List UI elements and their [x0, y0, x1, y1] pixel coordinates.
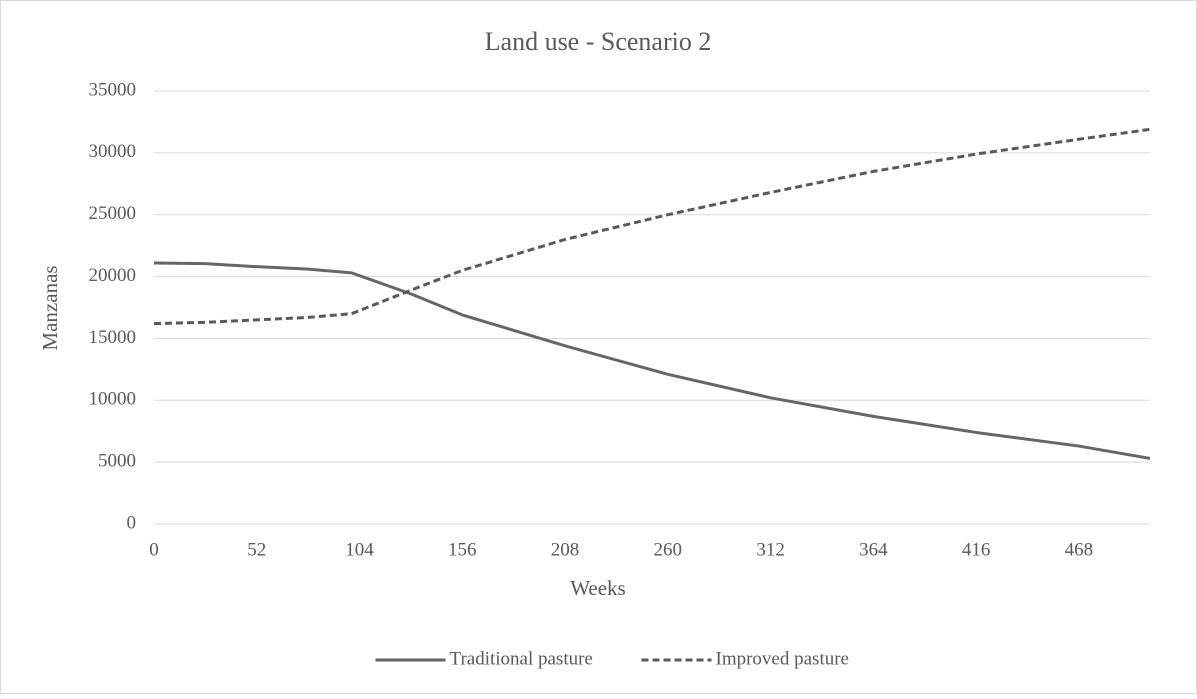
legend-label: Improved pasture: [716, 648, 849, 669]
y-tick-label: 5000: [98, 451, 136, 472]
y-tick-label: 35000: [89, 79, 137, 100]
y-tick-label: 10000: [89, 389, 137, 410]
x-tick-label: 156: [448, 539, 477, 560]
y-axis-label: Manzanas: [38, 265, 62, 350]
series-line: [153, 261, 1151, 460]
y-tick-label: 20000: [89, 265, 137, 286]
chart-title: Land use - Scenario 2: [485, 27, 712, 56]
x-tick-label: 52: [247, 539, 266, 560]
y-tick-label: 30000: [89, 141, 137, 162]
y-tick-label: 0: [127, 512, 137, 533]
y-tick-label: 25000: [89, 203, 137, 224]
x-tick-label: 416: [962, 539, 991, 560]
x-tick-label: 468: [1065, 539, 1094, 560]
y-tick-label: 15000: [89, 327, 137, 348]
x-tick-label: 260: [654, 539, 683, 560]
x-tick-label: 0: [149, 539, 159, 560]
x-tick-label: 364: [859, 539, 888, 560]
x-axis-label: Weeks: [570, 576, 625, 600]
x-tick-label: 208: [551, 539, 580, 560]
x-tick-label: 312: [756, 539, 785, 560]
legend-label: Traditional pasture: [450, 648, 593, 669]
series-line: [153, 127, 1151, 326]
x-tick-label: 104: [345, 539, 374, 560]
